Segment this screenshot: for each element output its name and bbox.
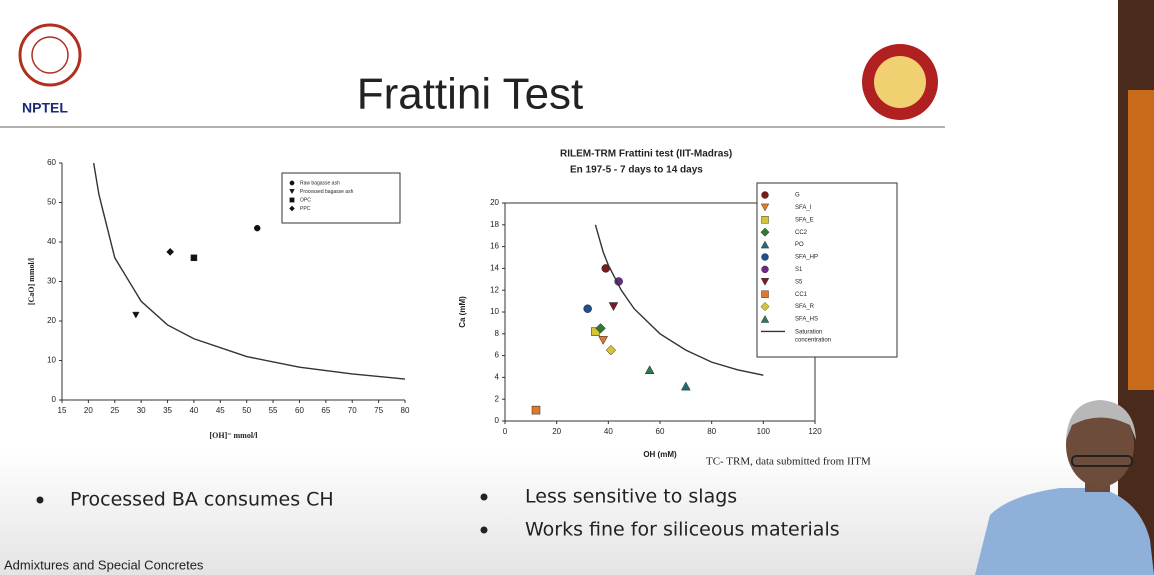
y-axis-label: [CaO] mmol/l <box>27 257 36 305</box>
y-tick-label: 20 <box>47 316 56 325</box>
saturation-line <box>595 225 763 375</box>
x-tick-label: 30 <box>137 406 146 415</box>
logo-text: NPTEL <box>22 100 68 116</box>
legend-label: CC2 <box>795 230 808 236</box>
slide: NPTEL Frattini Test Processed BA consume… <box>0 0 1154 575</box>
x-tick-label: 55 <box>269 406 278 415</box>
x-tick-label: 15 <box>58 406 67 415</box>
x-tick-label: 45 <box>216 406 225 415</box>
nptel-logo-inner <box>32 37 68 73</box>
y-tick-label: 12 <box>490 285 499 294</box>
legend-marker <box>762 254 769 261</box>
x-tick-label: 50 <box>242 406 251 415</box>
data-point <box>681 382 690 390</box>
legend-marker <box>762 291 769 298</box>
x-tick-label: 100 <box>757 427 771 436</box>
y-tick-label: 6 <box>495 351 500 360</box>
nptel-logo <box>20 25 80 85</box>
bullet: Processed BA consumes CH <box>70 489 334 511</box>
data-point <box>584 305 592 313</box>
bullet-dot <box>481 494 488 501</box>
x-tick-label: 35 <box>163 406 172 415</box>
x-tick-label: 80 <box>707 427 716 436</box>
y-tick-label: 10 <box>490 307 499 316</box>
x-tick-label: 40 <box>604 427 613 436</box>
x-tick-label: 20 <box>84 406 93 415</box>
x-axis-label: OH (mM) <box>643 450 677 459</box>
legend-label: SFA_HS <box>795 317 818 323</box>
y-tick-label: 20 <box>490 198 499 207</box>
data-point <box>167 248 174 255</box>
legend-label: OPC <box>300 197 311 203</box>
slide-title: Frattini Test <box>357 70 584 119</box>
slide-canvas: NPTEL Frattini Test Processed BA consume… <box>0 0 1154 575</box>
x-tick-label: 40 <box>189 406 198 415</box>
y-tick-label: 0 <box>495 416 500 425</box>
x-tick-label: 20 <box>552 427 561 436</box>
legend-label: G <box>795 193 800 199</box>
x-axis-label: [OH]⁻ mmol/l <box>210 431 259 440</box>
data-point <box>599 336 608 344</box>
x-tick-label: 60 <box>295 406 304 415</box>
legend-label: SFA_HP <box>795 255 818 261</box>
iit-logo-inner <box>874 56 926 108</box>
data-point <box>606 345 616 355</box>
legend-marker <box>290 198 294 202</box>
x-tick-label: 65 <box>321 406 330 415</box>
legend-label: Processed bagasse ash <box>300 189 354 195</box>
legend-label: CC1 <box>795 292 808 298</box>
bullet: Works fine for siliceous materials <box>525 519 840 541</box>
y-tick-label: 16 <box>490 242 499 251</box>
data-point <box>645 366 654 374</box>
footer: Admixtures and Special Concretes <box>4 557 204 572</box>
data-point <box>133 312 140 318</box>
y-tick-label: 60 <box>47 158 56 167</box>
x-tick-label: 120 <box>808 427 822 436</box>
bullet-dot <box>481 527 488 534</box>
legend-label: SFA_E <box>795 217 814 223</box>
legend-marker <box>762 216 769 223</box>
x-tick-label: 80 <box>401 406 410 415</box>
bullet: Less sensitive to slags <box>525 486 737 508</box>
video-edge-light <box>1128 90 1154 390</box>
y-tick-label: 50 <box>47 198 56 207</box>
data-point <box>254 225 260 231</box>
y-tick-label: 8 <box>495 329 500 338</box>
y-tick-label: 14 <box>490 264 499 273</box>
y-tick-label: 4 <box>495 373 500 382</box>
legend-marker <box>290 181 294 185</box>
x-tick-label: 60 <box>656 427 665 436</box>
x-tick-label: 25 <box>110 406 119 415</box>
legend-label: Raw bagasse ash <box>300 180 340 186</box>
chart-subtitle: En 197-5 - 7 days to 14 days <box>570 165 703 176</box>
x-tick-label: 75 <box>374 406 383 415</box>
bullet-dot <box>37 497 44 504</box>
y-tick-label: 0 <box>52 395 57 404</box>
legend-label: S1 <box>795 267 803 273</box>
legend-marker <box>762 192 769 199</box>
y-tick-label: 40 <box>47 237 56 246</box>
legend-label: S5 <box>795 279 803 285</box>
legend-marker <box>762 266 769 273</box>
legend-label: PPC <box>300 206 311 212</box>
legend-label: SFA_I <box>795 205 812 211</box>
x-tick-label: 0 <box>503 427 508 436</box>
data-point <box>532 406 540 414</box>
y-tick-label: 10 <box>47 356 56 365</box>
y-tick-label: 18 <box>490 220 499 229</box>
annotation: TC- TRM, data submitted from IITM <box>706 456 871 468</box>
data-point <box>191 255 197 261</box>
y-axis-label: Ca (mM) <box>458 296 467 328</box>
x-tick-label: 70 <box>348 406 357 415</box>
data-point <box>609 303 618 311</box>
y-tick-label: 30 <box>47 277 56 286</box>
y-tick-label: 2 <box>495 394 500 403</box>
chart-title: RILEM-TRM Frattini test (IIT-Madras) <box>560 149 732 160</box>
legend-label: SFA_R <box>795 304 815 310</box>
legend-label: PO <box>795 242 804 248</box>
